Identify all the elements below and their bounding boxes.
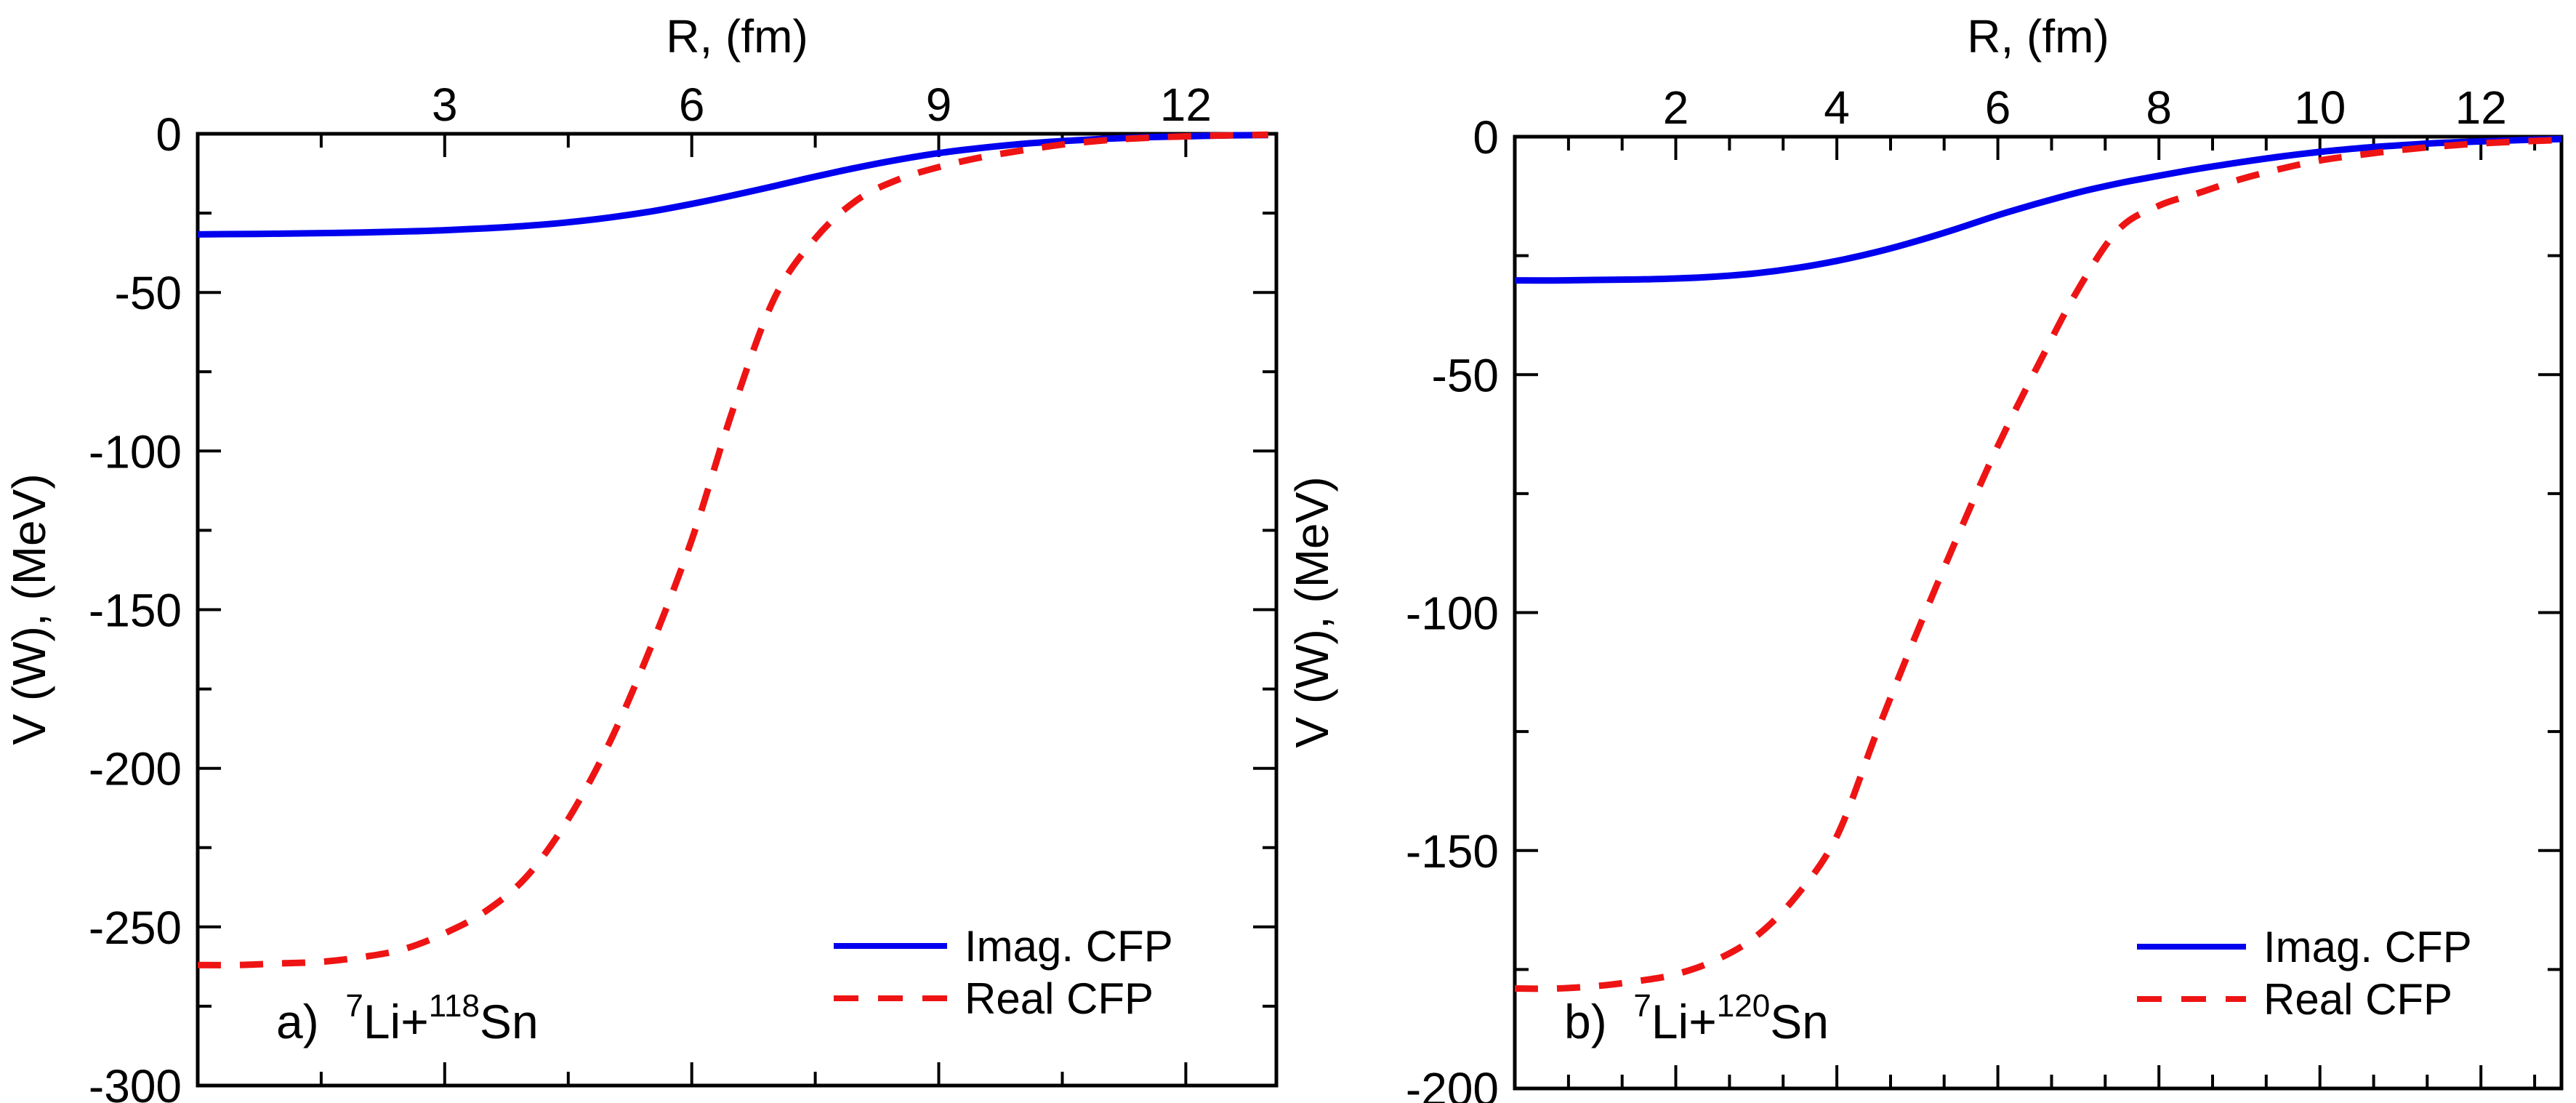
panel-a-label: a) 7Li+118Sn [276,988,539,1048]
panel-b-label: b) 7Li+120Sn [1564,988,1829,1048]
y-tick-label: 0 [156,108,182,161]
legend-real-label: Real CFP [2263,975,2452,1024]
plot-frame [196,132,1279,1088]
panel-a-x-axis-title: R, (fm) [666,10,808,63]
real-cfp-curve [197,131,1268,968]
panel-b-chart: 2 4 6 8 10 120-50-100-150-200 R, (fm) V (W), … [1288,10,2564,1103]
panel-a-axes: 3 6 9 12 0 -50 -100 -150 -200 -250 -300 [89,79,1279,1103]
x-tick-label: 9 [926,79,952,131]
imag-cfp-curve [197,132,1268,238]
y-tick-label: -50 [1432,349,1500,401]
y-tick-label: -200 [1406,1063,1499,1103]
x-tick-label: 2 [1663,81,1689,134]
panel-label-text: Li+ [363,995,429,1048]
imag-cfp-curve [1514,135,2562,284]
panel-label-superscript: 7 [345,988,363,1024]
panel-b-curves [1514,135,2562,992]
panel-label-text: b) [1564,995,1633,1048]
x-tick-label: 10 [2294,81,2346,134]
real-cfp-curve [1514,137,2562,992]
y-tick-label: -250 [89,902,182,954]
panel-b-x-axis-title: R, (fm) [1967,10,2109,63]
y-tick-label: -150 [89,585,182,637]
y-tick-label: -150 [1406,825,1499,878]
x-tick-label: 3 [432,79,458,131]
panel-a-legend: Imag. CFP Real CFP [834,922,1173,1023]
panel-label-text: a) [276,995,345,1048]
panel-label-superscript: 118 [429,988,480,1024]
panel-a-chart: 3 6 9 12 0 -50 -100 -150 -200 -250 -300 R, (fm) V … [3,10,1279,1103]
legend-imag-label: Imag. CFP [965,922,1173,971]
x-tick-label: 12 [1160,79,1212,131]
panel-b-axes: 2 4 6 8 10 120-50-100-150-200 [1406,81,2564,1103]
x-tick-label: 8 [2146,81,2172,134]
panel-label-text: Sn [1770,995,1829,1048]
y-tick-label: -200 [89,743,182,795]
panel-label-superscript: 7 [1633,988,1651,1024]
x-tick-label: 6 [679,79,705,131]
panel-b-y-axis-title: V (W), (MeV) [1288,476,1338,747]
y-tick-label: -100 [1406,587,1499,640]
panel-a-curves [197,131,1268,968]
y-tick-label: -100 [89,425,182,478]
panel-label-superscript: 120 [1717,988,1770,1024]
legend-imag-label: Imag. CFP [2263,923,2472,971]
legend-real-label: Real CFP [965,974,1154,1023]
panel-label-text: Li+ [1651,995,1717,1048]
y-tick-label: 0 [1473,111,1499,164]
y-tick-label: -300 [89,1060,182,1103]
panel-label-text: Sn [480,995,539,1048]
x-tick-label: 6 [1985,81,2011,134]
plot-frame [1513,135,2564,1091]
panel-b-legend: Imag. CFP Real CFP [2137,923,2472,1024]
y-tick-label: -50 [115,267,182,319]
x-tick-label: 12 [2455,81,2507,134]
x-tick-label: 4 [1824,81,1850,134]
panel-a-y-axis-title: V (W), (MeV) [3,473,55,745]
